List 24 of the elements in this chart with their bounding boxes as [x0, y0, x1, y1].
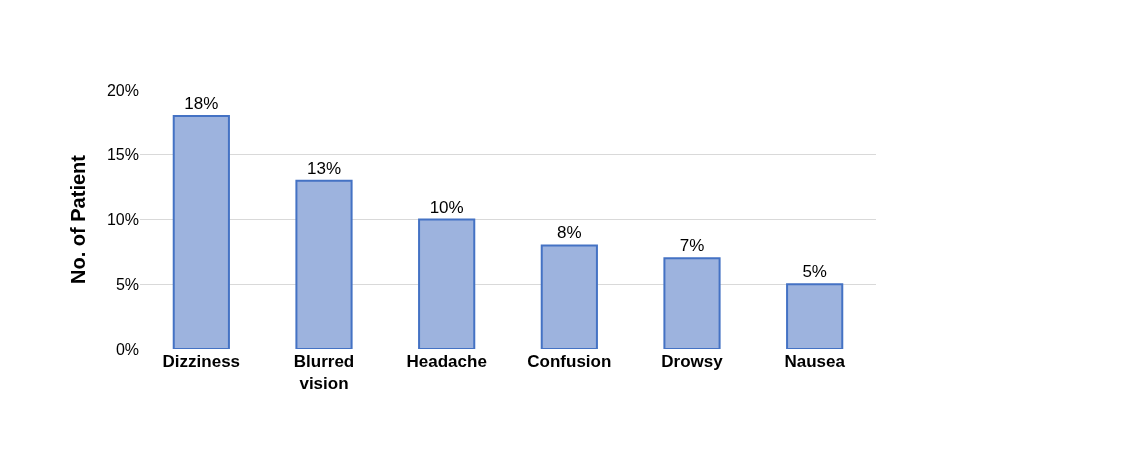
- y-tick-label: 15%: [106, 146, 139, 164]
- data-label: 18%: [184, 93, 219, 113]
- bar: [172, 114, 230, 349]
- data-label: 10%: [429, 197, 464, 217]
- bar: [418, 218, 476, 349]
- x-tick-label: Drowsy: [661, 352, 724, 371]
- y-tick-label: 20%: [106, 81, 139, 99]
- data-label: 7%: [679, 236, 705, 256]
- data-label: 8%: [557, 223, 582, 243]
- data-label: 5%: [802, 262, 827, 282]
- x-tick-label: Nausea: [784, 352, 846, 371]
- data-label: 13%: [306, 158, 342, 178]
- x-tick-label: Confusion: [527, 352, 612, 371]
- x-tick-label: Headache: [406, 352, 487, 371]
- x-tick-label: Blurred vision: [293, 352, 355, 394]
- y-axis-title: No. of Patient: [67, 154, 90, 284]
- y-tick-label: 10%: [106, 211, 139, 229]
- bar: [786, 283, 844, 349]
- bar: [295, 179, 353, 349]
- bar: [663, 257, 721, 349]
- bar: [540, 244, 598, 349]
- x-tick-label: Dizziness: [162, 352, 241, 371]
- y-tick-label: 0%: [115, 340, 139, 358]
- y-tick-label: 5%: [115, 275, 139, 293]
